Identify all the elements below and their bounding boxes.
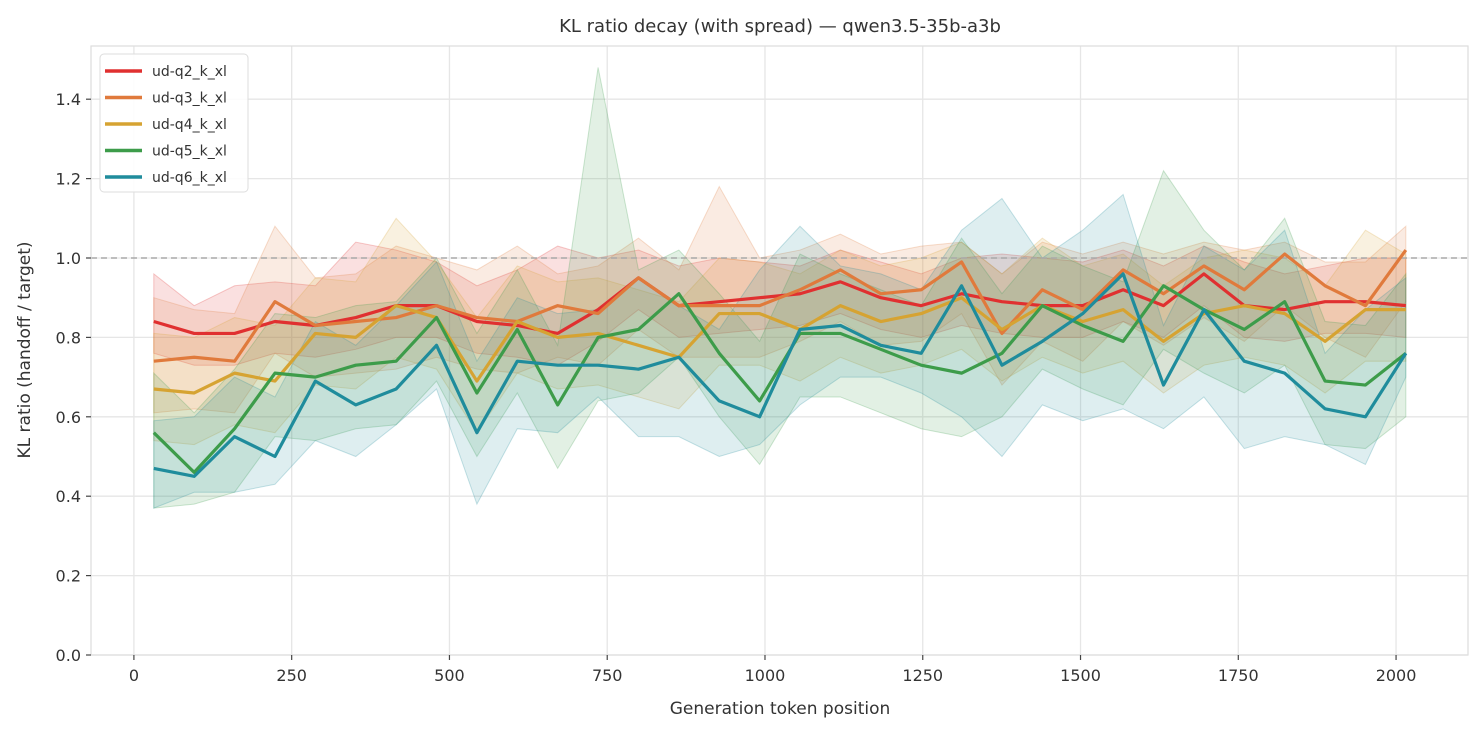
- x-tick-label: 1250: [902, 666, 943, 685]
- y-tick-label: 1.0: [56, 249, 81, 268]
- x-axis-ticks: 0 250 500 750 1000 1250 1500 1750 2000: [129, 655, 1417, 685]
- spread-bands: [154, 67, 1406, 508]
- legend-label-ud-q2_k_xl: ud-q2_k_xl: [152, 64, 227, 80]
- x-tick-label: 0: [129, 666, 139, 685]
- x-tick-label: 1000: [745, 666, 786, 685]
- y-tick-label: 0.0: [56, 646, 81, 665]
- x-tick-label: 500: [434, 666, 465, 685]
- legend-label-ud-q4_k_xl: ud-q4_k_xl: [152, 117, 227, 133]
- legend-label-ud-q6_k_xl: ud-q6_k_xl: [152, 170, 227, 186]
- x-tick-label: 250: [276, 666, 307, 685]
- legend-label-ud-q3_k_xl: ud-q3_k_xl: [152, 91, 227, 107]
- chart-title: KL ratio decay (with spread) — qwen3.5-3…: [559, 16, 1001, 37]
- y-tick-label: 1.2: [56, 170, 81, 189]
- legend: ud-q2_k_xl ud-q3_k_xl ud-q4_k_xl ud-q5_k_xl…: [100, 54, 248, 192]
- x-tick-label: 750: [592, 666, 623, 685]
- y-axis-label: KL ratio (handoff / target): [15, 242, 35, 459]
- x-tick-label: 2000: [1376, 666, 1417, 685]
- y-tick-label: 0.8: [56, 328, 81, 347]
- y-tick-label: 0.6: [56, 408, 81, 427]
- legend-label-ud-q5_k_xl: ud-q5_k_xl: [152, 144, 227, 160]
- x-tick-label: 1500: [1060, 666, 1101, 685]
- y-tick-label: 0.2: [56, 567, 81, 586]
- y-tick-label: 0.4: [56, 487, 81, 506]
- x-axis-label: Generation token position: [670, 699, 891, 719]
- spread-band-ud-q6_k_xl: [154, 194, 1406, 508]
- y-axis-ticks: 0.0 0.2 0.4 0.6 0.8 1.0 1.2 1.4: [56, 90, 91, 665]
- y-tick-label: 1.4: [56, 90, 81, 109]
- x-tick-label: 1750: [1218, 666, 1259, 685]
